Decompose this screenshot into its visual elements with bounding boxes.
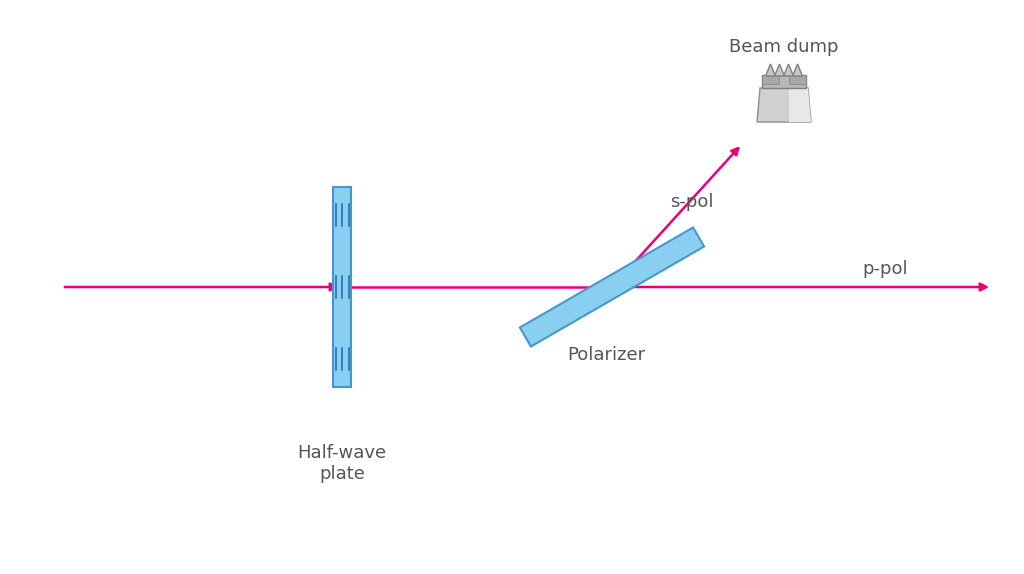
Text: Half-wave
plate: Half-wave plate [297,444,387,483]
Polygon shape [762,75,779,84]
Polygon shape [766,64,802,76]
Text: s-pol: s-pol [670,193,714,211]
Bar [333,187,351,387]
Text: Beam dump: Beam dump [729,38,839,56]
Text: p-pol: p-pol [862,260,907,278]
Polygon shape [520,227,705,347]
Polygon shape [790,88,811,122]
Polygon shape [788,75,806,84]
Polygon shape [757,88,811,122]
Text: Polarizer: Polarizer [567,346,645,364]
Polygon shape [762,75,806,88]
